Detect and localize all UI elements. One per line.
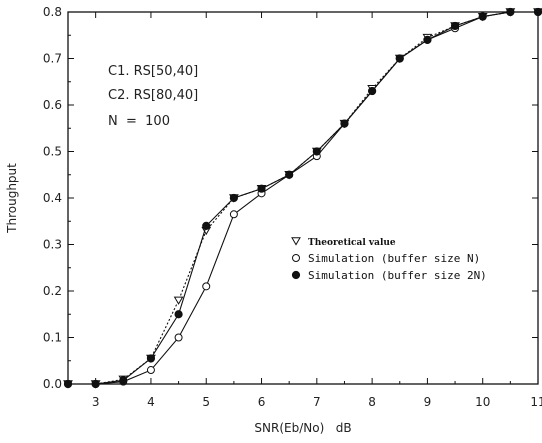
annotation-text: C2. RS[80,40] xyxy=(108,88,198,103)
y-tick-label: 0.1 xyxy=(43,331,62,345)
data-point xyxy=(174,333,183,342)
data-point xyxy=(174,310,183,319)
y-tick-label: 0.8 xyxy=(43,5,62,19)
data-point xyxy=(423,35,432,45)
data-point xyxy=(312,147,321,156)
data-point xyxy=(229,193,238,203)
data-point xyxy=(229,210,238,219)
series-layer xyxy=(63,7,542,389)
x-tick-label: 5 xyxy=(202,395,210,409)
legend: Theoretical value Simulation (buffer size… xyxy=(291,237,487,282)
annotation-text: N = 100 xyxy=(108,114,170,129)
x-axis-label: SNR(Eb/No) dB xyxy=(254,421,351,435)
data-point xyxy=(450,21,460,31)
x-tick-label: 11 xyxy=(530,395,542,409)
data-point xyxy=(202,282,211,291)
data-point xyxy=(146,354,156,363)
legend-marker xyxy=(292,254,300,262)
data-point xyxy=(340,119,349,128)
x-tick-label: 8 xyxy=(368,395,376,409)
legend-entry-label: Simulation (buffer size 2N) xyxy=(308,269,487,282)
data-point xyxy=(202,221,211,230)
data-point xyxy=(395,54,404,63)
data-point xyxy=(368,86,377,96)
data-point xyxy=(257,184,266,193)
y-tick-label: 0.6 xyxy=(43,98,62,112)
legend-marker xyxy=(291,237,301,246)
series-line xyxy=(68,11,538,385)
y-tick-label: 0.7 xyxy=(43,52,62,66)
data-point xyxy=(146,366,155,375)
y-tick-label: 0.0 xyxy=(43,377,62,391)
legend-entry-label: Theoretical value xyxy=(308,238,396,248)
data-point xyxy=(173,296,184,305)
y-axis-label: Throughput xyxy=(5,163,19,234)
data-point xyxy=(285,170,294,179)
annotations: C1. RS[50,40] C2. RS[80,40] N = 100 xyxy=(108,64,198,129)
annotation-text: C1. RS[50,40] xyxy=(108,64,198,79)
y-tick-label: 0.4 xyxy=(43,191,62,205)
x-tick-label: 3 xyxy=(92,395,100,409)
y-tick-label: 0.3 xyxy=(43,238,62,252)
x-tick-label: 9 xyxy=(424,395,432,409)
y-tick-label: 0.5 xyxy=(43,145,62,159)
legend-marker xyxy=(291,270,301,280)
x-tick-label: 10 xyxy=(475,395,490,409)
ticks-layer: 3 4 5 6 7 8 9 10 11 0.0 0.1 0.2 0.3 0.4 0.5 0.6 0.7 0.8 xyxy=(43,5,542,409)
y-tick-label: 0.2 xyxy=(43,284,62,298)
legend-entry-label: Simulation (buffer size N) xyxy=(308,252,480,265)
series-line xyxy=(68,11,538,385)
x-tick-label: 4 xyxy=(147,395,155,409)
x-tick-label: 7 xyxy=(313,395,321,409)
x-tick-label: 6 xyxy=(258,395,266,409)
